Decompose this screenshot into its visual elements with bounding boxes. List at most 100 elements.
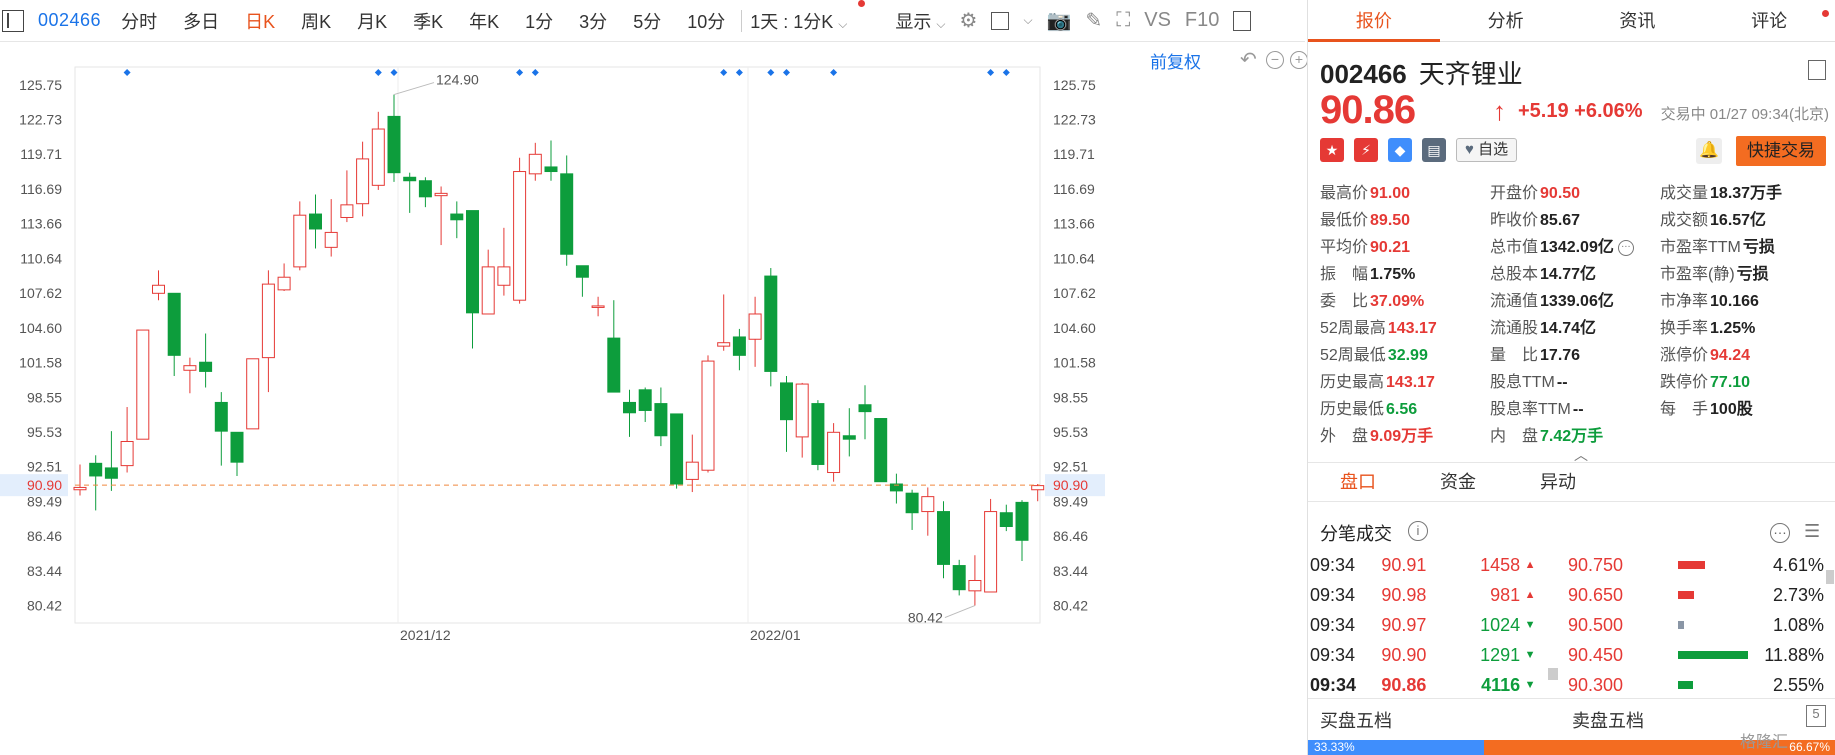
quote-cell: 52周最低 32.99: [1320, 342, 1490, 369]
last-price-label-right: 90.90: [1053, 477, 1088, 493]
scrollbar[interactable]: [1548, 668, 1558, 680]
info-icon[interactable]: i: [1408, 521, 1428, 541]
tab-timeshare[interactable]: 分时: [121, 11, 158, 32]
tab-daily-k[interactable]: 日K: [245, 11, 276, 32]
quote-label: 流通股: [1490, 320, 1539, 337]
candle-body: [560, 173, 574, 255]
scrollbar[interactable]: [1826, 570, 1834, 584]
flag-icon[interactable]: ★: [1320, 138, 1344, 162]
y-tick-label-left: 89.49: [27, 493, 62, 509]
quote-label: 股息TTM: [1490, 374, 1555, 391]
tab-1min[interactable]: 1分: [525, 11, 554, 32]
sell-ratio: 66.67%: [1483, 740, 1835, 755]
chevron-down-icon[interactable]: ⌵: [1023, 13, 1033, 27]
trade-status: 交易中 01/27 09:34(北京): [1660, 106, 1829, 123]
tab-movement[interactable]: 异动: [1540, 472, 1576, 492]
kline-chart-area[interactable]: 2021/12 2022/01 125.75 125.75 122.73 122.73 11…: [0, 43, 1308, 755]
sidebar-toggle-icon[interactable]: [2, 9, 24, 32]
add-favorite-button[interactable]: ♥ 自选: [1456, 138, 1518, 162]
tick-time: 09:34: [1310, 555, 1356, 575]
y-tick-label-right: 107.62: [1053, 285, 1096, 301]
camera-icon[interactable]: 📷: [1046, 10, 1072, 32]
more-icon[interactable]: …: [1770, 522, 1790, 543]
vs-button[interactable]: VS: [1144, 9, 1171, 31]
gear-icon[interactable]: ⚙: [959, 10, 978, 32]
color-box-icon[interactable]: [991, 11, 1010, 30]
quote-cell: 市盈率TTM 亏损: [1660, 234, 1830, 261]
quote-value: 143.17: [1387, 320, 1437, 337]
buy-five-label[interactable]: 买盘五档: [1320, 711, 1392, 731]
quote-cell: 平均价 90.21: [1320, 234, 1490, 261]
tab-orderbook[interactable]: 盘口: [1340, 472, 1376, 492]
candle-body: [293, 214, 307, 268]
undo-icon[interactable]: ↶: [1240, 49, 1257, 71]
candle-body: [905, 492, 919, 514]
event-marker: [516, 69, 524, 76]
triangle-down-icon: ▼: [1524, 619, 1536, 631]
tab-yearly-k[interactable]: 年K: [469, 11, 500, 32]
zoom-out-icon[interactable]: −: [1266, 51, 1284, 69]
f10-button[interactable]: F10: [1184, 9, 1220, 31]
tab-10min[interactable]: 10分: [687, 11, 726, 32]
tab-3min[interactable]: 3分: [579, 11, 608, 32]
quote-row: 历史最低 6.56 股息率TTM -- 每 手 100股: [1320, 396, 1830, 423]
candle-body: [842, 435, 856, 440]
tick-price: 90.98: [1381, 585, 1427, 605]
y-tick-label-left: 83.44: [27, 563, 62, 579]
candle-body: [418, 180, 432, 198]
display-dropdown[interactable]: 显示 ⌵: [895, 8, 945, 34]
tab-capital[interactable]: 资金: [1440, 472, 1476, 492]
tab-comments[interactable]: 评论: [1703, 0, 1835, 41]
report-icon[interactable]: ▤: [1422, 138, 1446, 162]
adjust-button[interactable]: 前复权: [1150, 53, 1201, 72]
chevron-down-icon: ⌵: [838, 16, 848, 31]
tab-5min[interactable]: 5分: [633, 11, 662, 32]
more-icon[interactable]: …: [1617, 239, 1634, 256]
list-icon[interactable]: ☰: [1804, 521, 1821, 541]
document-icon[interactable]: [1808, 60, 1826, 80]
bell-icon[interactable]: 🔔: [1696, 138, 1722, 164]
quote-value: 18.37万手: [1710, 185, 1783, 202]
fullscreen-icon[interactable]: ⛶: [1116, 9, 1131, 31]
quote-label: 市盈率(静): [1660, 266, 1735, 283]
pencil-icon[interactable]: ✎: [1085, 10, 1103, 32]
candle-body: [104, 467, 118, 479]
tab-quarterly-k[interactable]: 季K: [413, 11, 444, 32]
candle-body: [889, 483, 903, 492]
candle-body: [340, 204, 354, 218]
sell-five-label[interactable]: 卖盘五档: [1572, 711, 1644, 731]
five-toggle-icon[interactable]: 5: [1806, 705, 1826, 727]
candle-body: [371, 128, 385, 186]
y-tick-label-left: 116.69: [20, 181, 62, 197]
event-marker: [390, 69, 398, 76]
period-dropdown[interactable]: 1天 : 1分K ⌵: [750, 8, 847, 34]
quote-value: 6.56: [1386, 401, 1418, 418]
quick-trade-button[interactable]: 快捷交易: [1736, 136, 1826, 166]
candle-body: [999, 512, 1013, 528]
quote-label: 市净率: [1660, 293, 1709, 310]
candle-body: [450, 213, 464, 221]
tab-analysis[interactable]: 分析: [1487, 11, 1524, 31]
y-tick-label-left: 125.75: [19, 77, 62, 93]
panel-toggle-icon[interactable]: [1233, 10, 1252, 31]
y-tick-label-left: 101.58: [19, 354, 62, 370]
zoom-in-icon[interactable]: +: [1290, 51, 1308, 69]
runner-icon[interactable]: ⚡: [1354, 138, 1378, 162]
tab-weekly-k[interactable]: 周K: [301, 11, 332, 32]
quote-label: 平均价: [1320, 239, 1369, 256]
kline-chart[interactable]: 2021/12 2022/01 125.75 125.75 122.73 122.73 11…: [0, 43, 1305, 755]
chevron-up-icon[interactable]: ︿: [1574, 447, 1588, 463]
tab-monthly-k[interactable]: 月K: [357, 11, 388, 32]
quote-cell: 总市值 1342.09亿…: [1490, 234, 1660, 261]
tab-news[interactable]: 资讯: [1619, 11, 1656, 31]
distribution-price: 90.300: [1568, 675, 1624, 695]
tag-icon[interactable]: ◆: [1388, 138, 1412, 162]
quote-value: 1339.06亿: [1540, 293, 1614, 310]
distribution-bar-track: [1678, 561, 1748, 569]
candle-body: [120, 440, 134, 467]
tick-volume: 1458: [1480, 555, 1521, 575]
tab-quote[interactable]: 报价: [1308, 0, 1440, 42]
candle-body: [73, 486, 87, 491]
tab-multiday[interactable]: 多日: [183, 11, 220, 32]
add-favorite-label: 自选: [1478, 141, 1509, 158]
